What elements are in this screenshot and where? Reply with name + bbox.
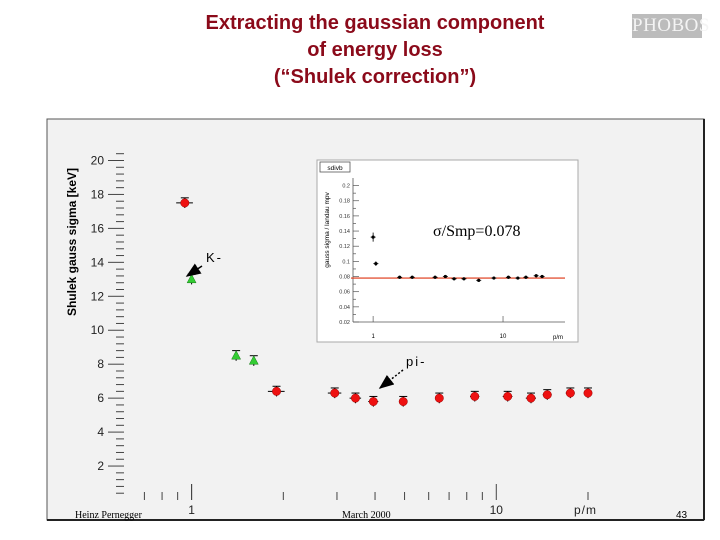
inset-data-point bbox=[398, 275, 402, 279]
inset-tag: sdivb bbox=[327, 165, 343, 172]
kaon-data-point bbox=[186, 273, 197, 284]
title-line-3: (“Shulek correction”) bbox=[273, 66, 477, 88]
date-footer: March 2000 bbox=[342, 510, 391, 521]
x-tick-label: 1 bbox=[188, 503, 195, 517]
inset-data-point bbox=[540, 274, 544, 279]
phobos-logo: PHOBOS bbox=[632, 14, 710, 38]
inset-y-tick-label: 0.08 bbox=[339, 275, 350, 281]
inset-data-point bbox=[506, 275, 510, 279]
pion-data-point bbox=[180, 198, 190, 208]
inset-data-point bbox=[443, 274, 447, 279]
inset-y-axis-label: gauss sigma / landau mpv bbox=[324, 191, 331, 267]
y-tick-label: 8 bbox=[97, 357, 104, 371]
y-tick-label: 14 bbox=[91, 255, 105, 269]
inset-x-axis-label: p/m bbox=[553, 335, 563, 341]
pion-arrow bbox=[378, 369, 404, 389]
y-tick-label: 6 bbox=[97, 391, 104, 405]
pion-data-point bbox=[503, 391, 513, 401]
inset-tag-box bbox=[319, 161, 351, 173]
pion-data-point bbox=[470, 391, 480, 401]
kaon-label: K- bbox=[206, 250, 223, 265]
inset-data-point bbox=[524, 275, 528, 279]
y-tick-label: 18 bbox=[91, 187, 105, 201]
pion-data-point bbox=[272, 386, 281, 396]
inset-data-point bbox=[452, 277, 456, 281]
y-axis-label: Shulek gauss sigma [keV] bbox=[65, 168, 79, 316]
inset-data-point bbox=[374, 262, 378, 266]
inset-x-tick-label: 10 bbox=[500, 334, 507, 340]
y-tick-label: 16 bbox=[91, 221, 105, 235]
inset-y-tick-label: 0.06 bbox=[339, 290, 350, 296]
inset-y-tick-label: 0.2 bbox=[342, 184, 350, 190]
inset-data-point bbox=[534, 274, 538, 278]
inset-data-point bbox=[371, 235, 375, 239]
inset-sigma-annotation: σ/Smp=0.078 bbox=[433, 223, 520, 240]
page-number: 43 bbox=[676, 510, 688, 521]
inset-y-tick-label: 0.12 bbox=[339, 244, 350, 250]
inset-data-point bbox=[492, 276, 496, 280]
inset-y-tick-label: 0.14 bbox=[339, 229, 350, 235]
pion-data-point bbox=[526, 393, 536, 403]
kaon-data-point bbox=[231, 350, 242, 360]
title-line-2: of energy loss bbox=[307, 39, 443, 61]
slide-title: Extracting the gaussian component of ene… bbox=[150, 10, 600, 91]
pion-data-point bbox=[368, 397, 378, 406]
pion-label: pi- bbox=[406, 354, 426, 369]
pion-data-point bbox=[434, 393, 444, 403]
inset-y-tick-label: 0.16 bbox=[339, 214, 350, 220]
inset-data-point bbox=[477, 278, 481, 282]
inset-x-tick-label: 1 bbox=[371, 334, 375, 340]
pion-data-point bbox=[565, 388, 575, 398]
kaon-arrow bbox=[185, 263, 203, 277]
y-tick-label: 12 bbox=[91, 289, 105, 303]
y-tick-label: 10 bbox=[91, 323, 105, 337]
y-tick-label: 4 bbox=[97, 425, 104, 439]
inset-data-point bbox=[462, 277, 466, 281]
inset-y-tick-label: 0.04 bbox=[339, 305, 350, 311]
x-tick-label: 10 bbox=[490, 503, 504, 517]
kaon-data-point bbox=[248, 355, 259, 365]
inset-y-tick-label: 0.1 bbox=[342, 259, 350, 265]
inset-data-point bbox=[410, 275, 414, 279]
y-tick-label: 20 bbox=[91, 153, 105, 167]
pion-data-point bbox=[583, 388, 593, 398]
title-line-1: Extracting the gaussian component bbox=[205, 12, 545, 34]
x-axis-label: p/m bbox=[574, 503, 597, 517]
inset-data-point bbox=[433, 275, 437, 279]
author-footer: Heinz Pernegger bbox=[75, 510, 142, 521]
pion-data-point bbox=[330, 388, 340, 398]
pion-data-point bbox=[351, 393, 360, 403]
inset-y-tick-label: 0.18 bbox=[339, 199, 350, 205]
inset-frame bbox=[316, 159, 579, 343]
inset-y-tick-label: 0.02 bbox=[339, 320, 350, 326]
inset-data-point bbox=[516, 276, 520, 280]
y-tick-label: 2 bbox=[97, 459, 104, 473]
pion-data-point bbox=[398, 397, 408, 406]
pion-data-point bbox=[542, 390, 552, 400]
